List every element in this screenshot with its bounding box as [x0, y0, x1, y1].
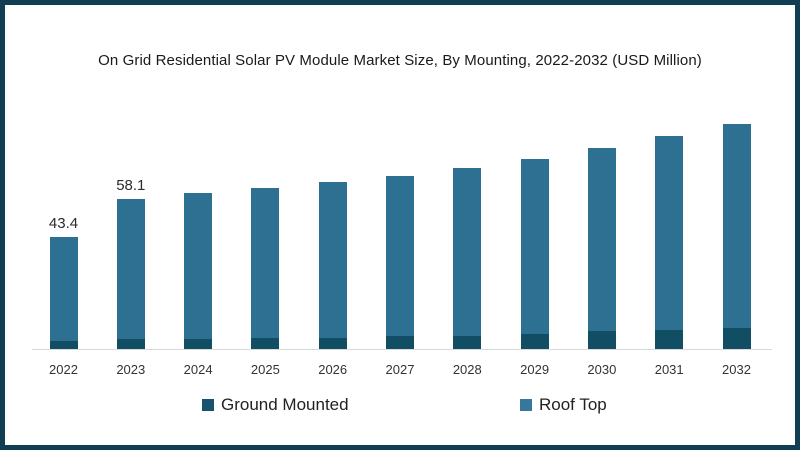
bar-segment-ground-mounted: [722, 328, 751, 349]
bar-2025: [251, 187, 280, 349]
chart-title: On Grid Residential Solar PV Module Mark…: [98, 52, 702, 69]
x-axis-label-2026: 2026: [318, 362, 348, 377]
bar-2030: [587, 147, 616, 349]
x-axis-label-2022: 2022: [49, 362, 78, 377]
bar-2024: [184, 193, 213, 349]
bar-segment-roof-top: [520, 159, 549, 334]
bar-2023: [116, 199, 145, 349]
legend-label-roof-top: Roof Top: [539, 395, 607, 414]
value-label-2022: 43.4: [48, 215, 79, 233]
x-axis-label-2032: 2032: [722, 362, 751, 377]
roof-top-swatch-icon: [520, 399, 532, 411]
x-axis-label-2031: 2031: [654, 362, 684, 377]
x-axis-label-2025: 2025: [250, 362, 280, 377]
legend-item-roof-top: Roof Top: [520, 395, 607, 415]
x-axis-label-2030: 2030: [587, 362, 617, 377]
bar-segment-roof-top: [116, 199, 145, 340]
bar-segment-ground-mounted: [453, 335, 482, 349]
bar-segment-ground-mounted: [49, 341, 78, 349]
legend-item-ground-mounted: Ground Mounted: [202, 395, 349, 415]
legend-label-ground-mounted: Ground Mounted: [221, 395, 349, 414]
bar-2028: [453, 168, 482, 349]
x-axis-label-2029: 2029: [520, 362, 550, 377]
bar-segment-ground-mounted: [386, 336, 414, 349]
bar-segment-ground-mounted: [318, 337, 347, 349]
x-axis-label-2027: 2027: [385, 362, 415, 377]
x-axis-label-2023: 2023: [116, 362, 146, 377]
bar-segment-roof-top: [587, 147, 616, 331]
chart-canvas: On Grid Residential Solar PV Module Mark…: [5, 5, 795, 445]
x-axis-label-2028: 2028: [452, 362, 482, 377]
bar-segment-ground-mounted: [655, 329, 684, 349]
bar-segment-roof-top: [251, 187, 280, 339]
bar-2032: [722, 123, 751, 349]
bar-segment-ground-mounted: [520, 333, 549, 349]
bar-segment-ground-mounted: [251, 338, 280, 349]
bar-segment-roof-top: [722, 123, 751, 329]
ground-mounted-swatch-icon: [202, 399, 214, 411]
bar-2031: [655, 136, 684, 349]
bar-2027: [386, 176, 414, 349]
bar-segment-roof-top: [655, 136, 684, 330]
legend: Ground Mounted Roof Top: [5, 395, 795, 419]
bar-segment-roof-top: [453, 168, 482, 336]
plot-area: 2022 43.4 2023 58.1 2024 2025 2026 2027 2028 2029…: [5, 5, 795, 445]
bar-2022: [49, 237, 78, 349]
x-axis-label-2024: 2024: [183, 362, 213, 377]
bar-2029: [520, 159, 549, 349]
bar-segment-ground-mounted: [184, 338, 213, 349]
value-label-2023: 58.1: [116, 177, 146, 195]
bar-segment-roof-top: [386, 176, 414, 337]
bar-segment-roof-top: [184, 193, 213, 339]
bar-segment-ground-mounted: [587, 330, 616, 349]
bar-segment-ground-mounted: [116, 339, 145, 349]
bar-2026: [318, 182, 347, 349]
bar-segment-roof-top: [318, 182, 347, 338]
bar-segment-roof-top: [49, 237, 78, 341]
x-axis-line: [32, 349, 772, 350]
